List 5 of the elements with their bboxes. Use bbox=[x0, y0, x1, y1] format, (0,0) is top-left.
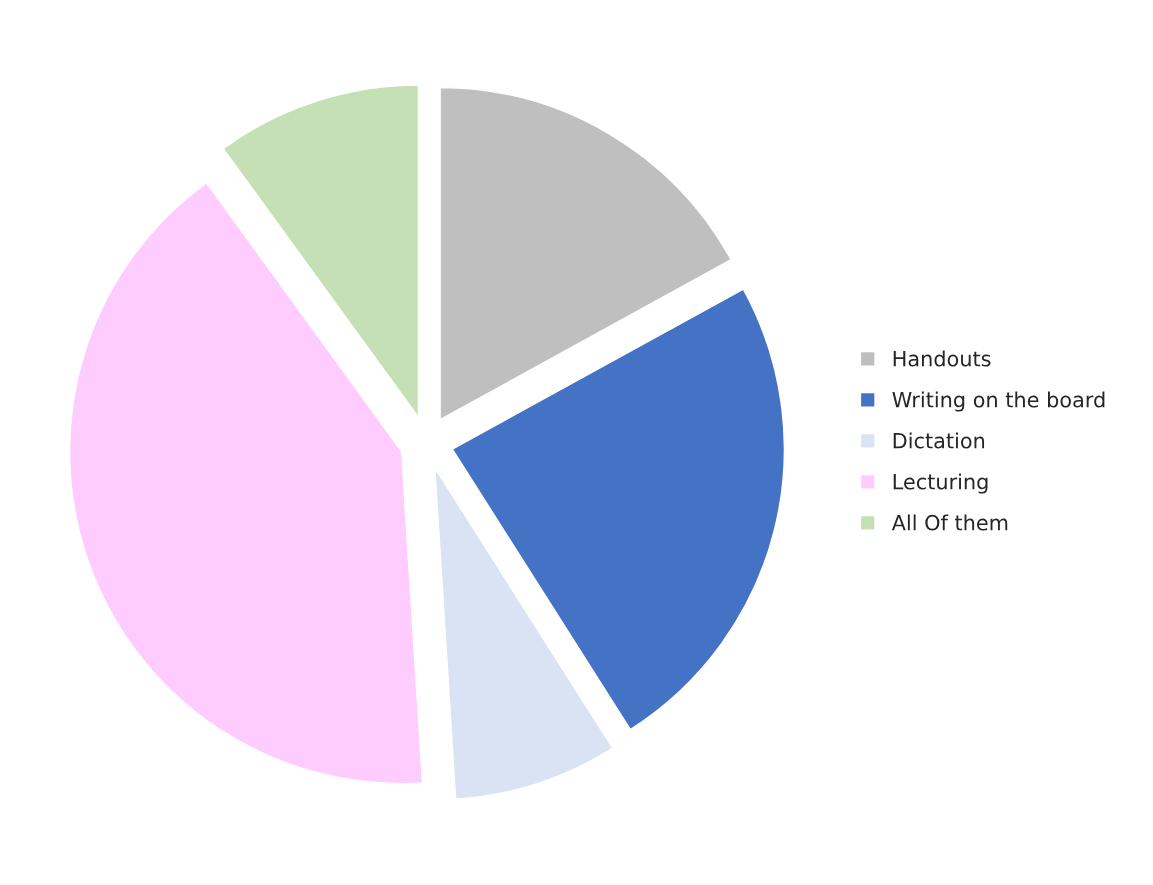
legend-label: Writing on the board bbox=[892, 391, 1105, 412]
legend-label: All Of them bbox=[891, 514, 1008, 531]
legend-label: Dictation bbox=[893, 432, 985, 449]
legend-label: Lecturing bbox=[893, 473, 988, 494]
legend-label: Handouts bbox=[893, 350, 991, 367]
